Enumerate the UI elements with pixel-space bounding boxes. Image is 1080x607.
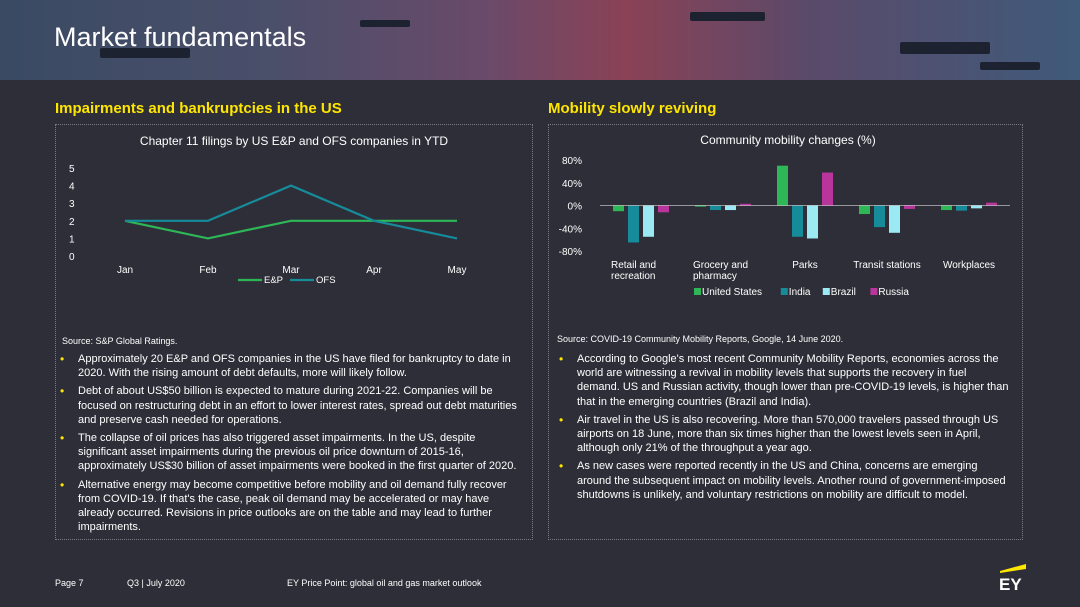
x-tick-label: Workplaces xyxy=(943,260,995,271)
legend-label: Russia xyxy=(878,287,909,298)
ship-silhouette xyxy=(100,48,190,58)
legend-label: E&P xyxy=(264,275,283,286)
left-bullet-list: Approximately 20 E&P and OFS companies i… xyxy=(56,352,526,538)
bar xyxy=(777,165,788,206)
ey-logo-text: EY xyxy=(999,575,1022,592)
bar xyxy=(613,205,624,212)
y-tick-label: 2 xyxy=(69,217,75,228)
x-tick-label: Mar xyxy=(282,265,300,276)
ship-silhouette xyxy=(360,20,410,27)
ship-silhouette xyxy=(980,62,1040,70)
x-tick-label: Transit stations xyxy=(853,260,920,271)
bar xyxy=(859,205,870,215)
y-tick-label: 0 xyxy=(69,252,75,263)
x-tick-label: Jan xyxy=(117,265,133,276)
bar xyxy=(792,205,803,237)
x-tick-label: recreation xyxy=(611,271,655,282)
right-panel xyxy=(548,124,1023,540)
bar xyxy=(628,205,639,243)
legend-swatch xyxy=(780,288,788,295)
bar-chart-title: Community mobility changes (%) xyxy=(700,133,876,147)
legend-swatch xyxy=(870,288,878,295)
y-tick-label: 3 xyxy=(69,199,75,210)
ey-logo: EY xyxy=(999,564,1026,592)
bar xyxy=(904,205,915,209)
right-bullet-item: Air travel in the US is also recovering.… xyxy=(555,413,1010,456)
legend-label: India xyxy=(789,287,811,298)
legend-swatch xyxy=(694,288,701,295)
series-line-ofs xyxy=(125,184,458,240)
x-tick-label: Retail and xyxy=(611,260,656,271)
x-tick-label: pharmacy xyxy=(693,271,737,282)
left-bullet-item: The collapse of oil prices has also trig… xyxy=(56,431,526,474)
right-source: Source: COVID-19 Community Mobility Repo… xyxy=(557,334,844,344)
bar xyxy=(822,172,833,206)
x-tick-label: Feb xyxy=(199,265,217,276)
footer-quarter: Q3 | July 2020 xyxy=(127,578,185,588)
left-bullet-item: Approximately 20 E&P and OFS companies i… xyxy=(56,352,526,380)
right-bullet-list: According to Google's most recent Commun… xyxy=(555,352,1010,506)
x-tick-label: Parks xyxy=(792,260,818,271)
line-chart: 0 1 2 3 4 5 Jan Feb Mar Apr May E&P OFS xyxy=(69,164,467,286)
x-tick-label: May xyxy=(448,265,467,276)
bar xyxy=(971,205,982,209)
legend-label: United States xyxy=(702,287,762,298)
legend-swatch xyxy=(822,288,830,295)
right-bullet-item: As new cases were reported recently in t… xyxy=(555,459,1010,502)
ship-silhouette xyxy=(690,12,765,21)
legend-label: Brazil xyxy=(831,287,856,298)
bar xyxy=(889,205,900,233)
y-tick-label: -80% xyxy=(559,247,582,258)
y-tick-label: 4 xyxy=(69,182,75,193)
y-tick-label: 5 xyxy=(69,164,75,175)
bar xyxy=(658,205,669,213)
left-source: Source: S&P Global Ratings. xyxy=(62,336,178,346)
bar xyxy=(643,205,654,237)
bar xyxy=(725,205,736,211)
bar xyxy=(710,205,721,211)
bar xyxy=(941,205,952,211)
right-bullet-item: According to Google's most recent Commun… xyxy=(555,352,1010,409)
bar xyxy=(986,202,997,206)
bar xyxy=(740,203,751,206)
left-bullet-item: Debt of about US$50 billion is expected … xyxy=(56,384,526,427)
right-section-title: Mobility slowly reviving xyxy=(548,100,717,117)
footer-publication: EY Price Point: global oil and gas marke… xyxy=(287,578,482,588)
x-tick-label: Apr xyxy=(366,265,382,276)
ship-silhouette xyxy=(900,42,990,54)
header-banner-image xyxy=(0,0,1080,80)
legend-label: OFS xyxy=(316,275,336,286)
left-panel xyxy=(55,124,533,540)
footer-page-number: Page 7 xyxy=(55,578,84,588)
y-tick-label: 80% xyxy=(562,156,582,167)
series-line-ep xyxy=(124,219,457,240)
left-section-title: Impairments and bankruptcies in the US xyxy=(55,100,342,117)
x-tick-label: Grocery and xyxy=(693,260,748,271)
bar xyxy=(695,205,706,207)
line-chart-title: Chapter 11 filings by US E&P and OFS com… xyxy=(139,134,449,148)
y-tick-label: 1 xyxy=(69,234,75,245)
bar xyxy=(874,205,885,228)
bar xyxy=(807,205,818,239)
page-title: Market fundamentals xyxy=(54,22,307,52)
y-tick-label: 40% xyxy=(562,179,582,190)
left-bullet-item: Alternative energy may become competitiv… xyxy=(56,478,526,535)
y-tick-label: 0% xyxy=(568,202,583,213)
bar xyxy=(956,205,967,211)
y-tick-label: -40% xyxy=(559,224,582,235)
